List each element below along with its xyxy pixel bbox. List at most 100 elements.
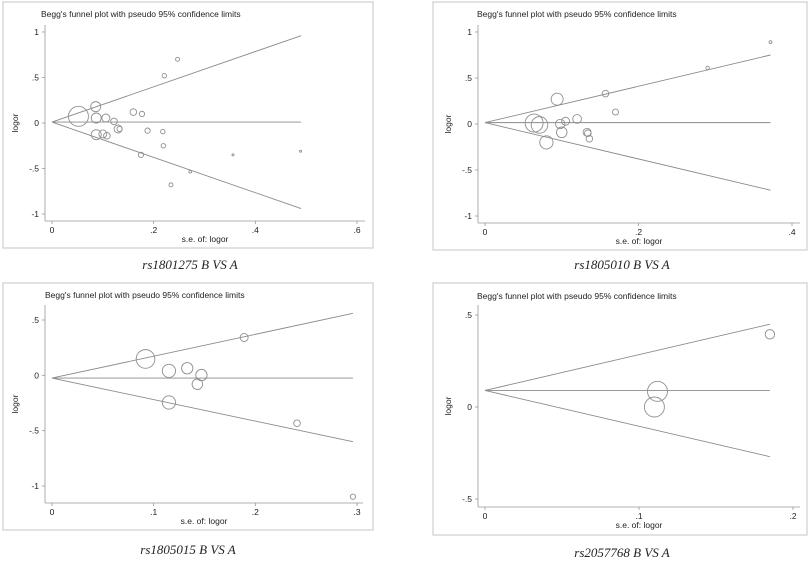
study-point [160, 128, 166, 135]
x-tick-label: 0 [483, 227, 488, 237]
study-point [191, 378, 204, 390]
study-point [555, 118, 566, 130]
study-point [67, 105, 89, 127]
y-tick-label: -.5 [462, 165, 472, 175]
x-tick-label: 0 [50, 225, 55, 235]
x-tick-label: .4 [252, 225, 259, 235]
study-point [239, 333, 249, 342]
y-tick-label: .5 [465, 73, 472, 83]
study-point [539, 135, 554, 150]
chart-title: Begg's funnel plot with pseudo 95% confi… [45, 290, 245, 300]
y-tick-label: -1 [31, 481, 39, 491]
lower-confidence-limit-line [51, 121, 302, 209]
y-axis-label: logor [443, 396, 453, 415]
x-tick-label: 0 [483, 511, 488, 521]
study-point [103, 131, 111, 140]
study-point [231, 153, 235, 157]
study-point [647, 380, 668, 402]
y-tick-label: .5 [32, 73, 39, 83]
x-tick-label: .2 [252, 507, 259, 517]
y-tick-label: .5 [465, 310, 472, 320]
x-tick-label: 0 [50, 507, 55, 517]
lower-confidence-limit-line [51, 377, 354, 443]
y-tick-label: -.5 [29, 426, 39, 436]
study-point [161, 72, 168, 79]
study-point [572, 114, 582, 124]
y-tick-label: 0 [467, 119, 472, 129]
y-axis-label: logor [10, 394, 20, 413]
lower-confidence-limit-line [484, 390, 771, 458]
study-point [116, 125, 123, 133]
study-point [768, 40, 773, 44]
study-point [584, 129, 592, 137]
study-point [556, 126, 568, 139]
caption-rs1801275: rs1801275 B VS A [142, 257, 238, 272]
study-point [299, 149, 303, 153]
upper-confidence-limit-line [51, 35, 302, 123]
x-tick-label: .3 [353, 507, 360, 517]
panel-frame [432, 1, 808, 251]
chart-title: Begg's funnel plot with pseudo 95% confi… [477, 9, 677, 19]
y-tick-label: -1 [31, 209, 39, 219]
x-tick-label: .1 [150, 507, 157, 517]
study-point [612, 108, 619, 116]
x-tick-label: .2 [789, 511, 796, 521]
study-point [561, 116, 571, 126]
x-axis-label: s.e. of: logor [181, 516, 228, 526]
x-tick-label: .6 [353, 225, 360, 235]
x-axis-label: s.e. of: logor [616, 520, 663, 530]
study-point [175, 56, 181, 62]
x-axis-label: s.e. of: logor [182, 234, 229, 244]
study-point [601, 89, 610, 98]
y-axis-label: logor [10, 113, 20, 132]
y-tick-label: -.5 [29, 164, 39, 174]
study-point [138, 110, 146, 117]
y-tick-label: -.5 [462, 494, 472, 504]
caption-rs2057768: rs2057768 B VS A [574, 545, 670, 560]
funnel-plot-panel-1: Begg's funnel plot with pseudo 95% confi… [2, 1, 374, 249]
study-point [349, 493, 357, 500]
study-point [161, 363, 176, 378]
study-point [181, 362, 194, 375]
study-point [90, 129, 102, 141]
y-tick-label: 1 [467, 27, 472, 37]
study-point [524, 113, 544, 133]
y-tick-label: 0 [34, 370, 39, 380]
caption-rs1805010: rs1805010 B VS A [574, 257, 670, 272]
study-point [188, 169, 193, 174]
study-point [550, 92, 564, 106]
study-point [764, 329, 776, 340]
study-point [705, 65, 710, 71]
study-point [110, 117, 118, 126]
upper-confidence-limit-line [484, 323, 771, 391]
chart-title: Begg's funnel plot with pseudo 95% confi… [477, 291, 677, 301]
study-point [530, 116, 549, 134]
lower-confidence-limit-line [484, 122, 771, 191]
x-tick-label: .2 [150, 225, 157, 235]
caption-rs1805015: rs1805015 B VS A [140, 542, 236, 557]
funnel-plot-panel-2: Begg's funnel plot with pseudo 95% confi… [432, 1, 808, 251]
study-point [293, 419, 301, 428]
study-point [137, 151, 145, 158]
funnel-plot-panel-3: Begg's funnel plot with pseudo 95% confi… [2, 282, 374, 531]
study-point [98, 129, 108, 139]
study-point [135, 349, 156, 369]
funnel-plot-panel-4: Begg's funnel plot with pseudo 95% confi… [432, 282, 808, 536]
upper-confidence-limit-line [484, 54, 771, 124]
study-point [144, 127, 151, 134]
study-point [101, 113, 111, 123]
panel-frame [432, 282, 808, 536]
study-point [160, 143, 167, 149]
x-tick-label: .4 [788, 227, 795, 237]
study-point [90, 112, 102, 124]
y-tick-label: 0 [34, 118, 39, 128]
x-tick-label: .2 [635, 227, 642, 237]
study-point [129, 108, 138, 116]
x-axis-label: s.e. of: logor [616, 236, 663, 246]
study-point [643, 396, 665, 418]
study-point [90, 101, 102, 113]
y-axis-label: logor [443, 114, 453, 133]
study-point [168, 182, 174, 188]
upper-confidence-limit-line [51, 312, 354, 379]
